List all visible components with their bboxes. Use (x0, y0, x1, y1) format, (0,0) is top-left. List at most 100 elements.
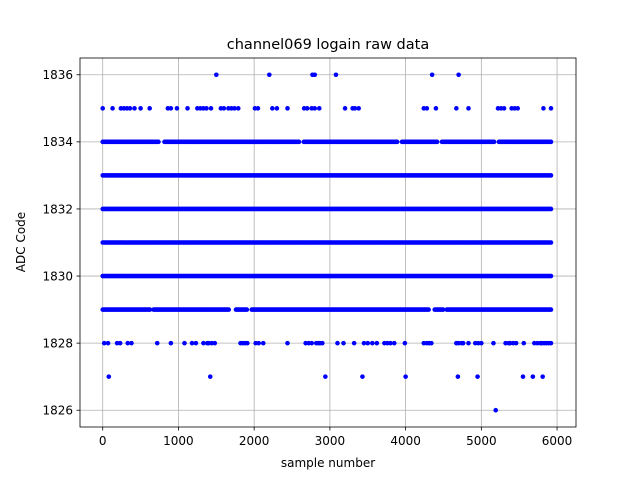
data-point (245, 340, 250, 346)
data-point (168, 106, 174, 111)
data-point (296, 139, 302, 145)
data-point (391, 340, 397, 346)
data-point (394, 139, 400, 145)
y-tick-label: 1828 (42, 336, 73, 350)
data-point (235, 106, 241, 111)
data-point (454, 106, 459, 111)
data-point (214, 72, 219, 78)
data-point (352, 106, 358, 111)
data-point (429, 340, 434, 346)
data-point (309, 340, 315, 346)
data-point (129, 340, 134, 346)
data-point (541, 106, 546, 111)
data-point (521, 340, 527, 346)
data-point (513, 340, 519, 346)
data-point (105, 340, 111, 346)
data-point (548, 206, 554, 212)
data-point (501, 106, 507, 111)
data-point (147, 106, 152, 111)
data-point (274, 106, 280, 111)
data-point (548, 273, 554, 279)
data-point (138, 106, 143, 111)
data-point (548, 106, 554, 111)
data-point (208, 106, 214, 111)
x-tick-label: 0 (99, 434, 107, 448)
data-point (101, 340, 107, 346)
data-point (285, 106, 290, 111)
data-point (403, 374, 408, 379)
data-point (226, 307, 232, 312)
x-tick-label: 6000 (542, 434, 573, 448)
data-point (493, 407, 499, 413)
data-point (370, 340, 375, 346)
data-point (260, 340, 266, 346)
data-point (154, 340, 160, 346)
data-point (548, 307, 554, 312)
data-point (426, 307, 431, 312)
data-point (466, 106, 471, 111)
data-point (460, 340, 466, 346)
data-point (540, 374, 545, 379)
data-point (351, 340, 357, 346)
data-point (127, 106, 133, 111)
data-points (100, 72, 554, 413)
x-tick-label: 1000 (163, 434, 194, 448)
x-tick-label: 5000 (466, 434, 497, 448)
data-point (402, 340, 408, 346)
data-point (147, 307, 153, 312)
data-point (221, 106, 227, 111)
data-point (491, 139, 497, 145)
data-point (182, 340, 187, 346)
data-point (110, 106, 115, 111)
data-point (207, 374, 213, 379)
data-point (388, 340, 393, 346)
data-point (491, 340, 496, 346)
data-point (312, 72, 318, 78)
data-point (244, 307, 250, 312)
data-point (232, 106, 237, 111)
data-point (455, 374, 461, 379)
data-point (374, 340, 380, 346)
data-point (304, 106, 310, 111)
data-point (212, 340, 218, 346)
data-point (548, 139, 554, 145)
data-point (193, 340, 199, 346)
data-point (320, 340, 325, 346)
axis-ticks: 0 1000 2000 3000 4000 5000 6000 1826 1828 1830 183… (42, 68, 572, 448)
data-point (360, 374, 365, 379)
data-point (117, 340, 123, 346)
data-point (365, 340, 371, 346)
data-point (185, 106, 190, 111)
data-point (100, 106, 106, 111)
data-point (434, 139, 440, 145)
x-tick-label: 3000 (315, 434, 346, 448)
y-tick-label: 1830 (42, 269, 73, 283)
data-point (424, 106, 430, 111)
x-axis-label: sample number (281, 456, 375, 470)
data-point (335, 340, 340, 346)
data-point (342, 106, 348, 111)
chart-title: channel069 logain raw data (227, 37, 429, 53)
y-axis-label: ADC Code (14, 212, 28, 272)
data-point (201, 340, 206, 346)
data-point (433, 106, 439, 111)
y-tick-label: 1836 (42, 68, 73, 82)
data-point (174, 106, 180, 111)
data-point (479, 340, 484, 346)
data-point (156, 139, 161, 145)
data-point (189, 340, 195, 346)
data-point (255, 106, 261, 111)
data-point (323, 374, 328, 379)
data-point (333, 72, 339, 78)
y-tick-label: 1826 (42, 404, 73, 418)
data-point (125, 340, 131, 346)
data-point (429, 72, 435, 78)
data-point (312, 106, 318, 111)
data-point (530, 374, 536, 379)
data-point (106, 374, 112, 379)
data-point (548, 240, 554, 245)
axes-frame (79, 57, 577, 428)
y-tick-label: 1832 (42, 202, 73, 216)
